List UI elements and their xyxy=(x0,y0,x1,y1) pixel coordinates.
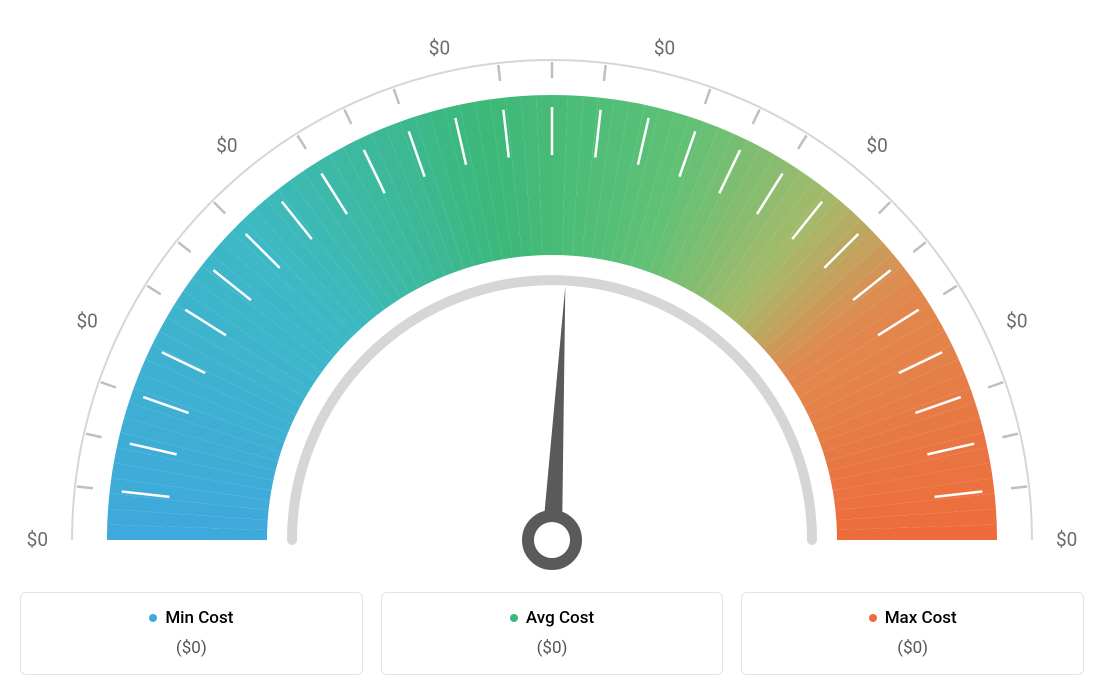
gauge-scale-label: $0 xyxy=(654,37,675,60)
legend-row: Min Cost ($0) Avg Cost ($0) Max Cost ($0… xyxy=(20,592,1084,675)
legend-card-max: Max Cost ($0) xyxy=(741,592,1084,675)
gauge-scale-label: $0 xyxy=(216,134,237,157)
legend-label-max-text: Max Cost xyxy=(885,608,957,628)
legend-dot-max xyxy=(869,614,877,622)
legend-value-min: ($0) xyxy=(39,638,344,658)
legend-card-avg: Avg Cost ($0) xyxy=(381,592,724,675)
gauge-scale-label: $0 xyxy=(76,309,97,332)
legend-card-min: Min Cost ($0) xyxy=(20,592,363,675)
legend-value-max: ($0) xyxy=(760,638,1065,658)
legend-label-max: Max Cost xyxy=(869,608,957,628)
gauge-scale-label: $0 xyxy=(1056,528,1077,551)
cost-gauge-widget: $0 $0 $0 $0 $0 $0 $0 $0 Min Cost ($0) Avg Cost … xyxy=(20,20,1084,675)
gauge-scale-label: $0 xyxy=(1006,309,1027,332)
legend-dot-min xyxy=(149,614,157,622)
legend-dot-avg xyxy=(510,614,518,622)
legend-label-avg: Avg Cost xyxy=(510,608,594,628)
legend-label-min-text: Min Cost xyxy=(165,608,233,628)
legend-label-avg-text: Avg Cost xyxy=(526,608,594,628)
gauge-svg: $0 $0 $0 $0 $0 $0 $0 $0 xyxy=(20,20,1084,580)
gauge-scale-label: $0 xyxy=(429,37,450,60)
legend-value-avg: ($0) xyxy=(400,638,705,658)
gauge-scale-label: $0 xyxy=(866,134,887,157)
gauge-scale-label: $0 xyxy=(27,528,48,551)
gauge-chart: $0 $0 $0 $0 $0 $0 $0 $0 xyxy=(20,20,1084,580)
legend-label-min: Min Cost xyxy=(149,608,233,628)
